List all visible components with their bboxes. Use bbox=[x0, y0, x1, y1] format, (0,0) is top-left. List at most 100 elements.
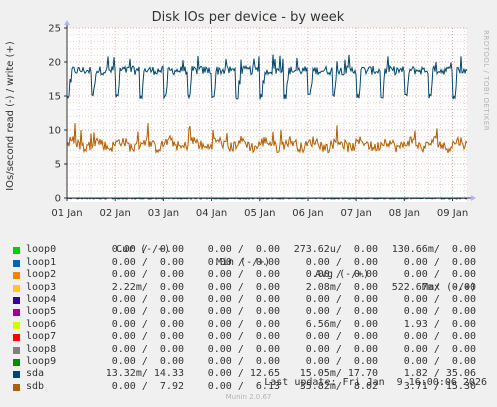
last-update: Last update: Fri Jan 9 16:00:06 2026 bbox=[264, 377, 487, 388]
legend-max: 1.93 / 0.00 bbox=[403, 318, 476, 330]
legend-min: 0.00 / 12.65 bbox=[207, 368, 280, 380]
legend-swatch bbox=[13, 259, 20, 267]
legend-cur: 0.00 / 0.00 bbox=[111, 244, 184, 256]
legend-min: 0.00 / 0.00 bbox=[207, 318, 280, 330]
disk-io-chart: Disk IOs per device - by week IOs/second… bbox=[5, 10, 490, 219]
legend-max: 0.00 / 0.00 bbox=[403, 331, 476, 343]
legend-row-loop2: loop2 0.00 / 0.00 0.00 / 0.00 0.00 / 0.00 0.… bbox=[0, 269, 497, 281]
legend-avg: 6.56m/ 0.00 bbox=[305, 318, 378, 330]
legend-row-loop7: loop7 0.00 / 0.00 0.00 / 0.00 0.00 / 0.00 0.… bbox=[0, 331, 497, 343]
y-ticks: 0 5 10 15 20 25 bbox=[48, 24, 67, 205]
series-line-sda bbox=[66, 54, 468, 101]
legend-row-loop6: loop6 0.00 / 0.00 0.00 / 0.00 6.56m/ 0.00 1.… bbox=[0, 319, 497, 331]
legend-row-sdb: sdb 0.00 / 7.92 0.00 / 6.13 35.82m/ 8.02 3.7… bbox=[0, 381, 497, 393]
legend-row-loop0: loop0 0.00 / 0.00 0.00 / 0.00 273.62u/ 0.00… bbox=[0, 244, 497, 256]
legend-cur: 0.00 / 0.00 bbox=[111, 355, 184, 367]
legend-min: 0.00 / 0.00 bbox=[207, 306, 280, 318]
legend-cur: 0.00 / 0.00 bbox=[111, 343, 184, 355]
legend-swatch bbox=[13, 309, 20, 317]
munin-version: Munin 2.0.67 bbox=[225, 393, 272, 401]
legend-name: loop7 bbox=[26, 331, 57, 343]
legend-max: 0.00 / 0.00 bbox=[403, 269, 476, 281]
legend-name: loop9 bbox=[26, 355, 57, 367]
grid bbox=[66, 27, 467, 199]
legend-name: loop0 bbox=[26, 244, 57, 256]
legend-min: 0.00 / 0.00 bbox=[207, 355, 280, 367]
x-tick-label: 05 Jan bbox=[244, 208, 275, 219]
legend-name: sda bbox=[26, 368, 45, 380]
legend-row-loop9: loop9 0.00 / 0.00 0.00 / 0.00 0.00 / 0.00 0.… bbox=[0, 356, 497, 368]
y-tick-label: 0 bbox=[55, 194, 61, 205]
legend-row-sda: sda 13.32m/ 14.33 0.00 / 12.65 15.05m/ 17.7… bbox=[0, 368, 497, 380]
legend-cur: 0.00 / 0.00 bbox=[111, 256, 184, 268]
legend-avg: 0.00 / 0.00 bbox=[305, 293, 378, 305]
legend-max: 0.00 / 0.00 bbox=[403, 293, 476, 305]
legend-cur: 0.00 / 0.00 bbox=[111, 331, 184, 343]
legend-cur: 0.00 / 0.00 bbox=[111, 269, 184, 281]
legend-cur: 0.00 / 0.00 bbox=[111, 306, 184, 318]
legend-min: 0.00 / 0.00 bbox=[207, 244, 280, 256]
legend-swatch bbox=[13, 247, 20, 255]
legend-avg: 15.05m/ 17.70 bbox=[299, 368, 378, 380]
x-tick-label: 06 Jan bbox=[292, 208, 323, 219]
x-tick-label: 03 Jan bbox=[148, 208, 179, 219]
legend-name: sdb bbox=[26, 380, 45, 392]
legend-header-max: Max (-/+) bbox=[422, 281, 477, 293]
legend-avg: 0.00 / 0.00 bbox=[305, 256, 378, 268]
x-axis-arrow-icon bbox=[471, 195, 476, 201]
plot-area bbox=[67, 28, 467, 202]
legend-max: 0.00 / 0.00 bbox=[403, 256, 476, 268]
legend-swatch bbox=[13, 321, 20, 329]
legend-name: loop6 bbox=[26, 318, 57, 330]
legend-min: 0.00 / 0.00 bbox=[207, 343, 280, 355]
legend-cur: 2.22m/ 0.00 bbox=[111, 281, 184, 293]
x-ticks: 01 Jan 02 Jan 03 Jan 04 Jan 05 Jan 06 Jan 07 J… bbox=[51, 198, 468, 219]
legend-row-loop4: loop4 0.00 / 0.00 0.00 / 0.00 0.00 / 0.00 0.… bbox=[0, 294, 497, 306]
rrdtool-side-label: RRDTOOL / TOBI OETIKER bbox=[482, 30, 490, 131]
legend-avg: 2.08m/ 0.00 bbox=[305, 281, 378, 293]
legend-swatch bbox=[13, 358, 20, 366]
legend-avg: 0.00 / 0.00 bbox=[305, 269, 378, 281]
y-tick-label: 20 bbox=[48, 58, 61, 69]
legend: Cur (-/+) Min (-/+) Avg (-/+) Max (-/+) … bbox=[0, 232, 497, 393]
legend-min: 0.00 / 0.00 bbox=[207, 281, 280, 293]
legend-avg: 273.62u/ 0.00 bbox=[293, 244, 378, 256]
x-tick-label: 04 Jan bbox=[196, 208, 227, 219]
legend-swatch bbox=[13, 334, 20, 342]
x-tick-label: 07 Jan bbox=[340, 208, 371, 219]
legend-max: 0.00 / 0.00 bbox=[403, 343, 476, 355]
legend-name: loop1 bbox=[26, 256, 57, 268]
legend-max: 130.66m/ 0.00 bbox=[391, 244, 476, 256]
legend-swatch bbox=[13, 284, 20, 292]
legend-name: loop4 bbox=[26, 293, 57, 305]
axes bbox=[64, 20, 476, 201]
legend-avg: 0.00 / 0.00 bbox=[305, 306, 378, 318]
legend-min: 0.00 / 0.00 bbox=[207, 256, 280, 268]
legend-min: 0.00 / 0.00 bbox=[207, 293, 280, 305]
legend-swatch bbox=[13, 272, 20, 280]
legend-swatch bbox=[13, 296, 20, 304]
legend-min: 0.00 / 0.00 bbox=[207, 331, 280, 343]
legend-avg: 0.00 / 0.00 bbox=[305, 343, 378, 355]
legend-avg: 0.00 / 0.00 bbox=[305, 355, 378, 367]
x-tick-label: 08 Jan bbox=[389, 208, 420, 219]
legend-row-loop5: loop5 0.00 / 0.00 0.00 / 0.00 0.00 / 0.00 0.… bbox=[0, 306, 497, 318]
legend-max: 522.67m/ 0.00 bbox=[391, 281, 476, 293]
legend-min: 0.00 / 0.00 bbox=[207, 269, 280, 281]
legend-header: Cur (-/+) Min (-/+) Avg (-/+) Max (-/+) bbox=[0, 232, 497, 292]
legend-row-loop8: loop8 0.00 / 0.00 0.00 / 0.00 0.00 / 0.00 0.… bbox=[0, 344, 497, 356]
chart-title: Disk IOs per device - by week bbox=[152, 10, 345, 25]
legend-cur: 0.00 / 0.00 bbox=[111, 318, 184, 330]
legend-row-loop3: loop3 2.22m/ 0.00 0.00 / 0.00 2.08m/ 0.00 52… bbox=[0, 282, 497, 294]
legend-row-loop1: loop1 0.00 / 0.00 0.00 / 0.00 0.00 / 0.00 0.… bbox=[0, 257, 497, 269]
x-tick-label: 01 Jan bbox=[51, 208, 82, 219]
legend-swatch bbox=[13, 346, 20, 354]
legend-cur: 13.32m/ 14.33 bbox=[105, 368, 184, 380]
legend-name: loop8 bbox=[26, 343, 57, 355]
legend-name: loop2 bbox=[26, 269, 57, 281]
legend-name: loop3 bbox=[26, 281, 57, 293]
legend-cur: 0.00 / 7.92 bbox=[111, 380, 184, 392]
y-tick-label: 25 bbox=[48, 24, 61, 35]
legend-max: 3.71 / 15.30 bbox=[403, 380, 476, 392]
legend-swatch bbox=[13, 383, 20, 391]
